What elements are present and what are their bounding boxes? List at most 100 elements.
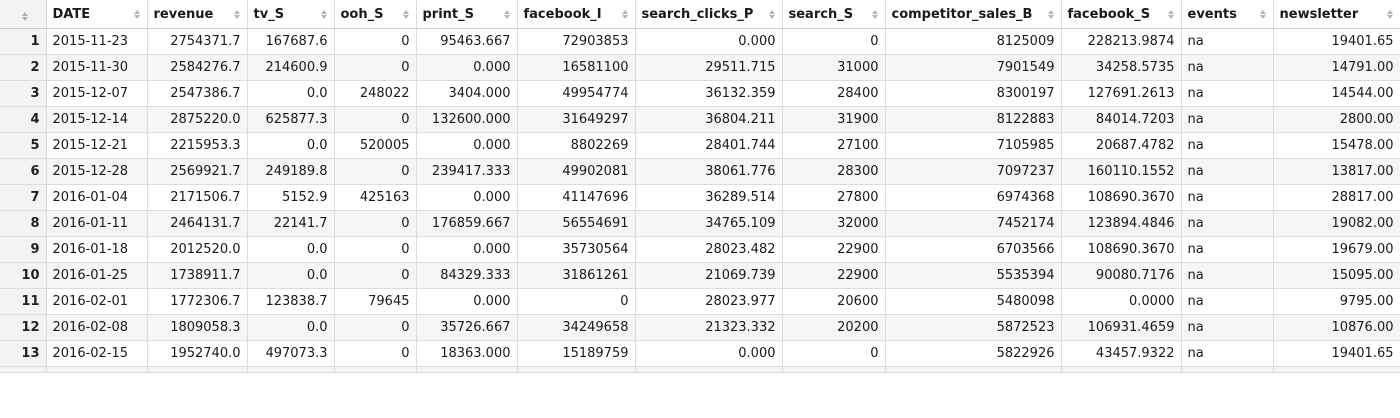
table-cell[interactable]: 35726.667 xyxy=(416,314,518,341)
table-cell[interactable]: 2016-02-01 xyxy=(46,288,148,315)
table-row[interactable]: 2 2015-11-30 2584276.7 214600.9 0 0.000 165811… xyxy=(0,54,1400,81)
table-cell[interactable]: 28023.977 xyxy=(635,288,783,315)
column-header[interactable]: facebook_S xyxy=(1061,0,1182,29)
table-cell[interactable]: 20200 xyxy=(782,314,886,341)
table-cell[interactable]: 21323.332 xyxy=(635,314,783,341)
table-cell[interactable]: 2015-12-14 xyxy=(46,106,148,133)
table-cell[interactable]: 5480098 xyxy=(885,288,1062,315)
table-cell[interactable]: 15478.00 xyxy=(1273,132,1400,159)
table-cell[interactable]: 20600 xyxy=(782,288,886,315)
table-cell[interactable]: 625877.3 xyxy=(247,106,335,133)
table-cell[interactable]: 2215953.3 xyxy=(147,132,248,159)
table-cell[interactable]: 36289.514 xyxy=(635,184,783,211)
table-cell[interactable]: 49902081 xyxy=(517,158,636,185)
table-cell[interactable]: 49954774 xyxy=(517,80,636,107)
table-cell[interactable]: 0 xyxy=(334,28,417,55)
table-cell[interactable]: 123894.4846 xyxy=(1061,210,1182,237)
table-cell[interactable]: 2015-11-30 xyxy=(46,54,148,81)
table-cell[interactable]: 28817.00 xyxy=(1273,184,1400,211)
table-cell[interactable]: 132600.000 xyxy=(416,106,518,133)
table-cell[interactable]: 8300197 xyxy=(885,80,1062,107)
table-cell[interactable]: 31900 xyxy=(782,106,886,133)
table-cell[interactable]: 84014.7203 xyxy=(1061,106,1182,133)
table-cell[interactable]: 34249658 xyxy=(517,314,636,341)
table-cell[interactable]: 2464131.7 xyxy=(147,210,248,237)
table-cell[interactable]: 2875220.0 xyxy=(147,106,248,133)
table-cell[interactable]: 2584276.7 xyxy=(147,54,248,81)
table-row[interactable]: 12 2016-02-08 1809058.3 0.0 0 35726.667 342496… xyxy=(0,314,1400,341)
table-cell[interactable]: 160110.1552 xyxy=(1061,158,1182,185)
table-cell[interactable]: 2800.00 xyxy=(1273,106,1400,133)
table-cell[interactable]: 2012520.0 xyxy=(147,236,248,263)
table-cell[interactable]: 72903853 xyxy=(517,28,636,55)
table-cell[interactable]: 2016-01-11 xyxy=(46,210,148,237)
table-cell[interactable]: 0 xyxy=(334,106,417,133)
table-cell[interactable]: 3404.000 xyxy=(416,80,518,107)
table-cell[interactable]: 0 xyxy=(517,288,636,315)
table-cell[interactable]: 0 xyxy=(334,262,417,289)
table-cell[interactable]: 176859.667 xyxy=(416,210,518,237)
table-cell[interactable]: 0.000 xyxy=(416,184,518,211)
table-cell[interactable]: 31000 xyxy=(782,54,886,81)
table-cell[interactable]: 167687.6 xyxy=(247,28,335,55)
table-cell[interactable]: 520005 xyxy=(334,132,417,159)
table-cell[interactable]: na xyxy=(1181,106,1274,133)
table-cell[interactable]: 1738911.7 xyxy=(147,262,248,289)
table-cell[interactable]: na xyxy=(1181,340,1274,367)
table-cell[interactable]: 0 xyxy=(782,28,886,55)
table-cell[interactable]: 248022 xyxy=(334,80,417,107)
table-cell[interactable]: 7097237 xyxy=(885,158,1062,185)
table-cell[interactable]: 38061.776 xyxy=(635,158,783,185)
table-cell[interactable]: 18363.000 xyxy=(416,340,518,367)
table-cell[interactable]: 43457.9322 xyxy=(1061,340,1182,367)
table-cell[interactable]: 0 xyxy=(334,210,417,237)
table-cell[interactable]: 2015-12-28 xyxy=(46,158,148,185)
table-row[interactable]: 6 2015-12-28 2569921.7 249189.8 0 239417.333 4… xyxy=(0,158,1400,185)
table-cell[interactable]: 32000 xyxy=(782,210,886,237)
table-cell[interactable]: 0 xyxy=(334,340,417,367)
table-cell[interactable]: 0 xyxy=(334,314,417,341)
table-cell[interactable]: 27100 xyxy=(782,132,886,159)
table-cell[interactable]: 13817.00 xyxy=(1273,158,1400,185)
table-cell[interactable]: 36804.211 xyxy=(635,106,783,133)
table-cell[interactable]: 2171506.7 xyxy=(147,184,248,211)
table-cell[interactable]: 84329.333 xyxy=(416,262,518,289)
table-cell[interactable]: na xyxy=(1181,288,1274,315)
table-cell[interactable]: 41147696 xyxy=(517,184,636,211)
table-cell[interactable]: 0.000 xyxy=(416,54,518,81)
table-cell[interactable]: 0.0 xyxy=(247,132,335,159)
table-cell[interactable]: 90080.7176 xyxy=(1061,262,1182,289)
table-cell[interactable]: 95463.667 xyxy=(416,28,518,55)
table-cell[interactable]: 108690.3670 xyxy=(1061,236,1182,263)
table-cell[interactable]: 228213.9874 xyxy=(1061,28,1182,55)
table-cell[interactable]: 5872523 xyxy=(885,314,1062,341)
table-cell[interactable]: 5535394 xyxy=(885,262,1062,289)
column-header[interactable]: tv_S xyxy=(247,0,335,29)
table-cell[interactable]: 19082.00 xyxy=(1273,210,1400,237)
table-cell[interactable]: 0.0 xyxy=(247,80,335,107)
table-cell[interactable]: 7901549 xyxy=(885,54,1062,81)
column-header[interactable]: revenue xyxy=(147,0,248,29)
table-cell[interactable]: 2016-01-25 xyxy=(46,262,148,289)
table-cell[interactable]: 21069.739 xyxy=(635,262,783,289)
table-cell[interactable]: na xyxy=(1181,210,1274,237)
table-cell[interactable]: 29511.715 xyxy=(635,54,783,81)
header-corner-sort[interactable] xyxy=(0,0,47,29)
table-cell[interactable]: 19679.00 xyxy=(1273,236,1400,263)
table-cell[interactable]: 0.000 xyxy=(416,288,518,315)
table-cell[interactable]: 35730564 xyxy=(517,236,636,263)
table-row[interactable]: 3 2015-12-07 2547386.7 0.0 248022 3404.000 499… xyxy=(0,80,1400,107)
table-cell[interactable]: 79645 xyxy=(334,288,417,315)
table-cell[interactable]: 1809058.3 xyxy=(147,314,248,341)
table-cell[interactable]: 22900 xyxy=(782,236,886,263)
table-cell[interactable]: na xyxy=(1181,184,1274,211)
table-cell[interactable]: 5152.9 xyxy=(247,184,335,211)
column-header[interactable]: facebook_I xyxy=(517,0,636,29)
table-cell[interactable]: 31649297 xyxy=(517,106,636,133)
table-cell[interactable]: 28300 xyxy=(782,158,886,185)
column-header[interactable]: ooh_S xyxy=(334,0,417,29)
table-cell[interactable]: 1952740.0 xyxy=(147,340,248,367)
table-cell[interactable]: 6703566 xyxy=(885,236,1062,263)
table-cell[interactable]: 20687.4782 xyxy=(1061,132,1182,159)
table-cell[interactable]: 0 xyxy=(782,340,886,367)
